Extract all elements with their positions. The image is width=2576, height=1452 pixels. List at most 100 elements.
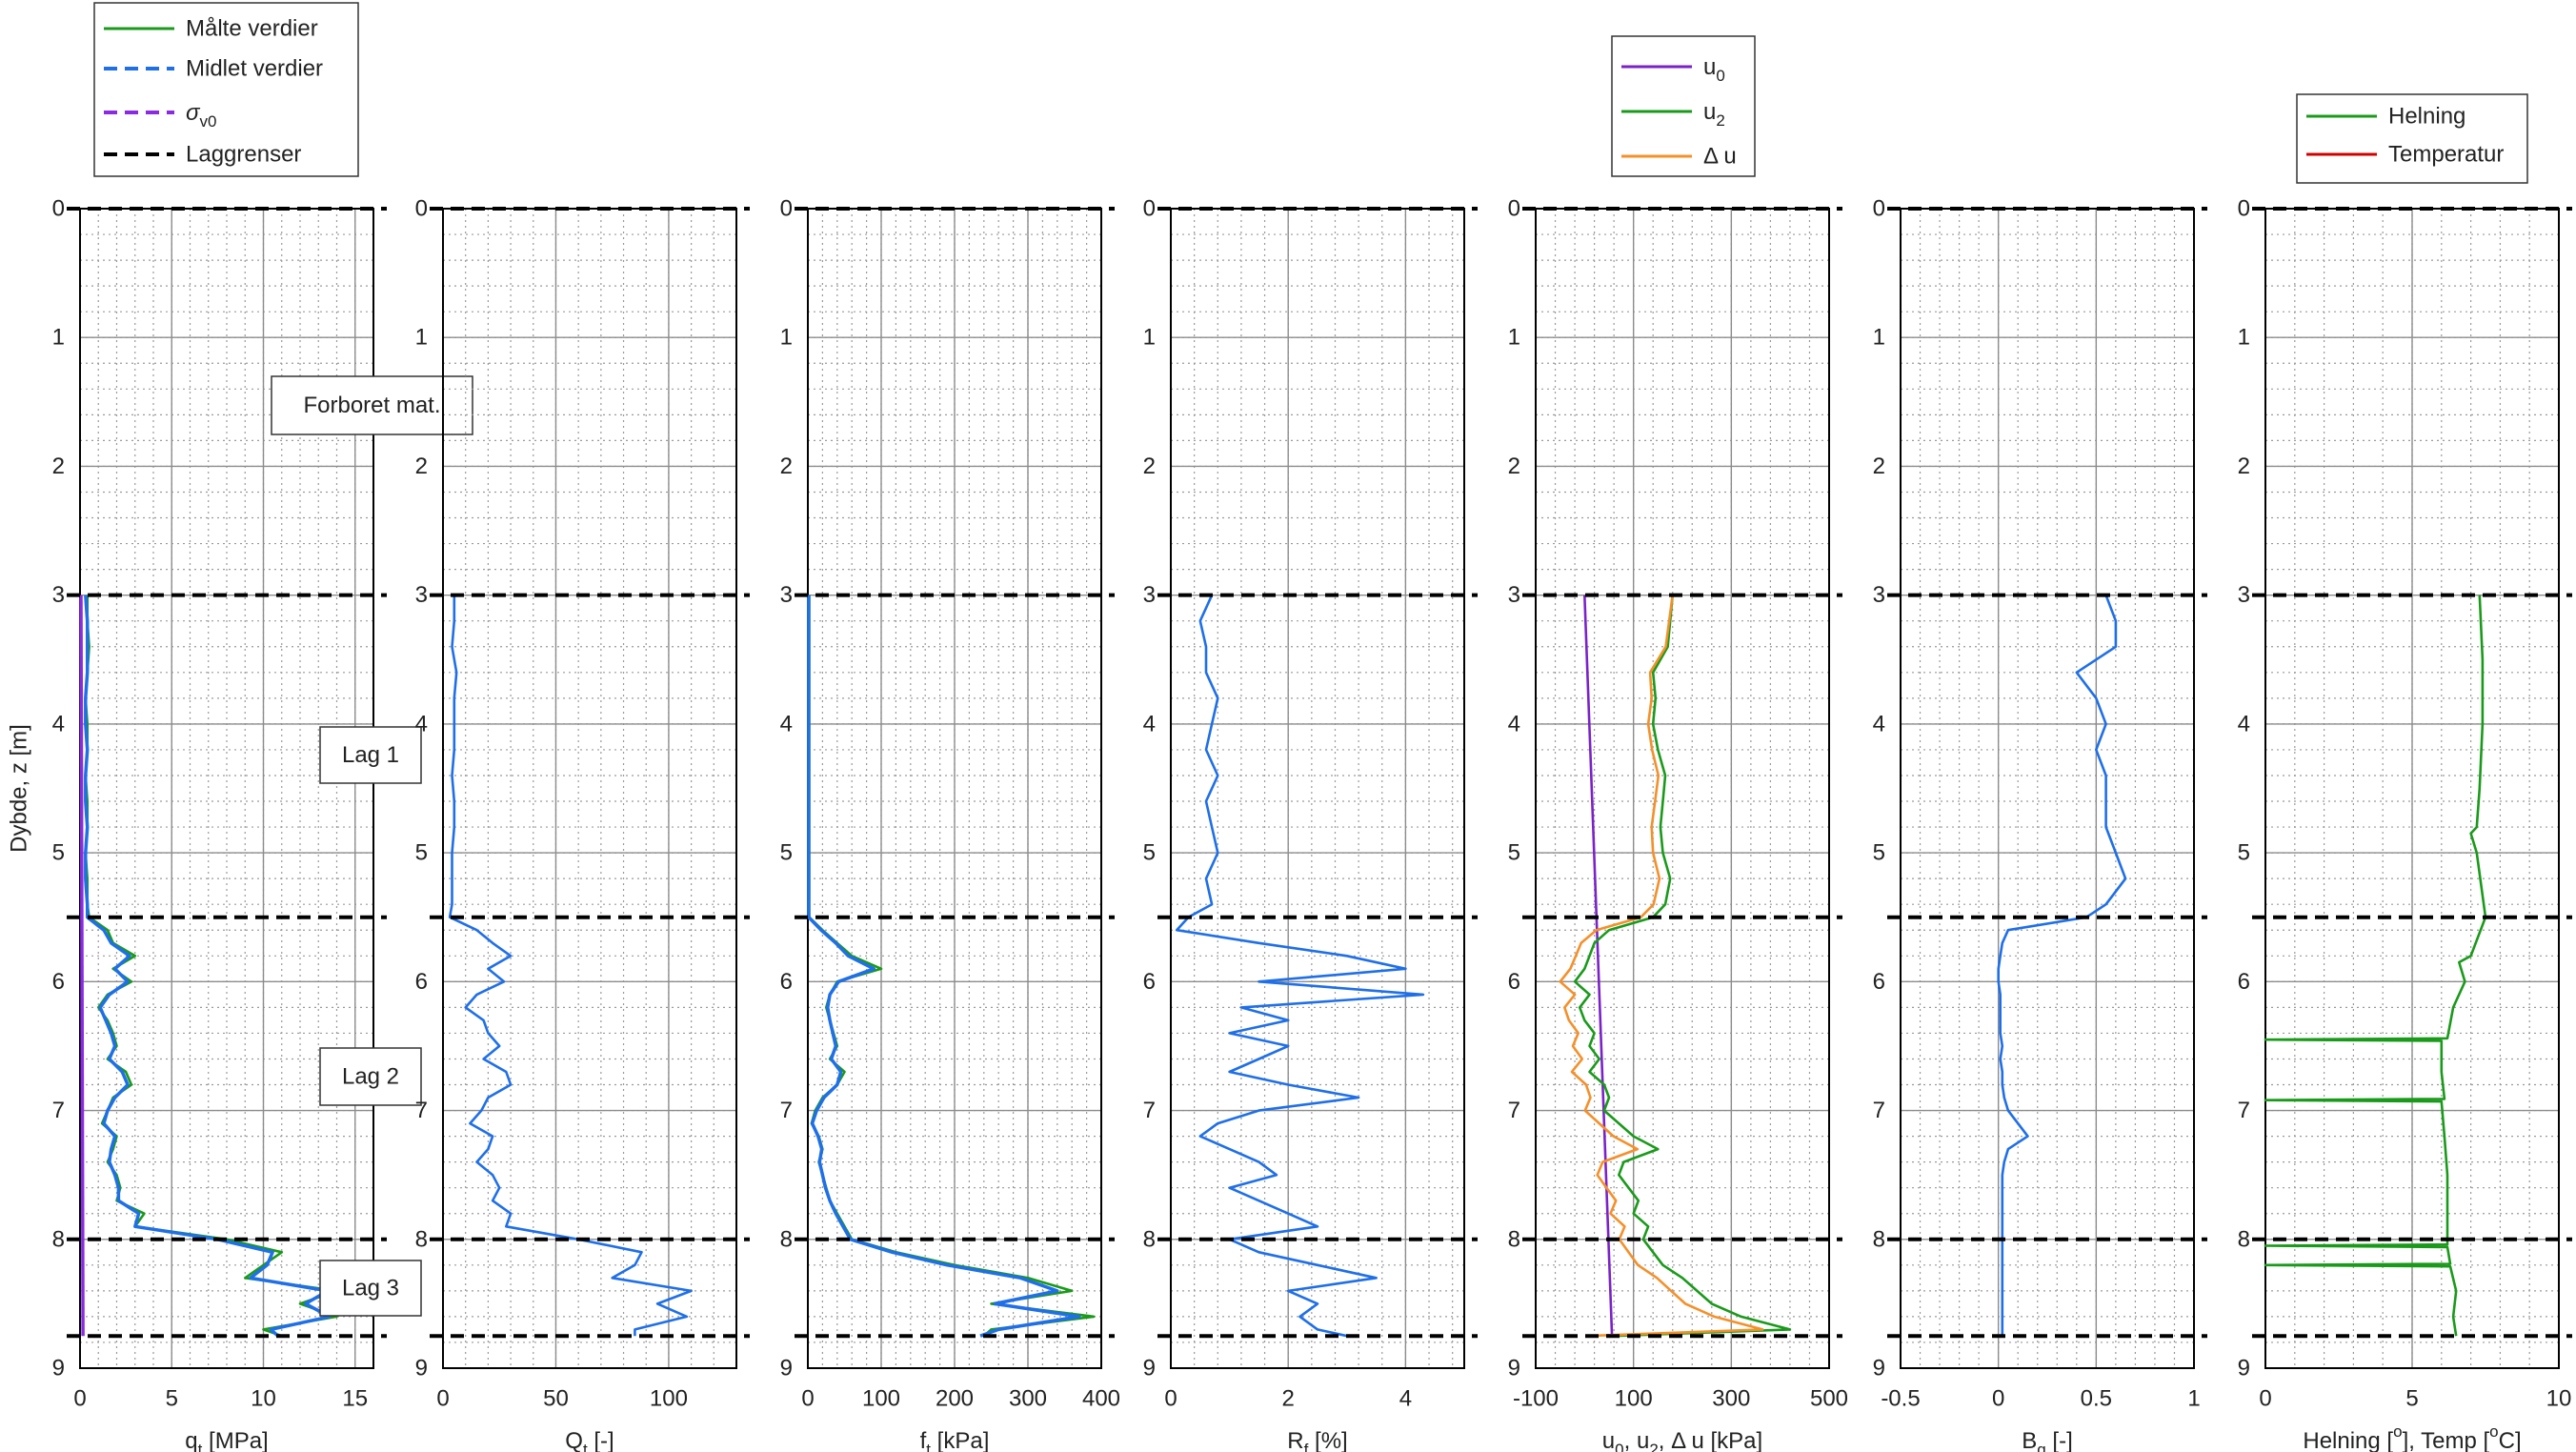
y-tick-label: 6 bbox=[2238, 969, 2250, 995]
y-tick-label: 4 bbox=[415, 711, 428, 736]
data-line bbox=[807, 595, 1081, 1338]
annotation: Lag 1 bbox=[342, 742, 399, 768]
data-line bbox=[84, 595, 332, 1338]
legend-label-sub: 2 bbox=[1716, 111, 1724, 130]
legend-label: σv0 bbox=[186, 100, 216, 131]
y-tick-label: 3 bbox=[2238, 582, 2250, 608]
x-axis-label: Rf [%] bbox=[1287, 1428, 1347, 1452]
x-axis-label-part: ], Temp [ bbox=[2403, 1428, 2490, 1452]
y-tick-label: 1 bbox=[780, 325, 793, 351]
y-tick-label: 2 bbox=[415, 454, 428, 479]
y-tick-label: 0 bbox=[1143, 196, 1156, 222]
y-tick-label: 0 bbox=[415, 196, 428, 222]
annotation: Lag 3 bbox=[342, 1276, 399, 1301]
x-axis-label-part: , u bbox=[1624, 1428, 1650, 1452]
x-tick-label: 50 bbox=[543, 1386, 569, 1412]
y-tick-label: 0 bbox=[780, 196, 793, 222]
y-tick-label: 8 bbox=[52, 1226, 65, 1252]
x-axis-label-sub: 0 bbox=[1615, 1441, 1623, 1452]
x-tick-label: 0 bbox=[801, 1386, 814, 1412]
y-tick-label: 0 bbox=[2238, 196, 2250, 222]
y-tick-label: 1 bbox=[2238, 325, 2250, 351]
x-axis-label-part: R bbox=[1287, 1428, 1303, 1452]
legend-label: Laggrenser bbox=[186, 142, 301, 168]
y-tick-label: 7 bbox=[52, 1098, 65, 1123]
x-tick-label: 4 bbox=[1399, 1386, 1412, 1412]
y-tick-label: 8 bbox=[415, 1226, 428, 1252]
y-tick-label: 6 bbox=[780, 969, 793, 995]
x-axis-label-part: Helning [ bbox=[2303, 1428, 2393, 1452]
legend-label: Temperatur bbox=[2388, 142, 2504, 168]
x-tick-label: 100 bbox=[862, 1386, 900, 1412]
x-tick-label: 400 bbox=[1082, 1386, 1120, 1412]
x-axis-label-sub: t bbox=[926, 1441, 931, 1452]
y-tick-label: 2 bbox=[780, 454, 793, 479]
x-tick-label: 300 bbox=[1712, 1386, 1750, 1412]
y-tick-label: 1 bbox=[415, 325, 428, 351]
x-tick-label: 10 bbox=[2546, 1386, 2572, 1412]
x-tick-label: 0 bbox=[73, 1386, 86, 1412]
x-axis-label-part: Q bbox=[565, 1428, 583, 1452]
x-axis-label-part: [-] bbox=[2046, 1428, 2073, 1452]
annotation-box bbox=[319, 1047, 422, 1106]
y-tick-label: 7 bbox=[1143, 1098, 1156, 1123]
y-tick-label: 2 bbox=[1508, 454, 1520, 479]
legend-label: Helning bbox=[2388, 104, 2465, 130]
legend-label-part: σ bbox=[186, 100, 201, 126]
y-tick-label: 8 bbox=[2238, 1226, 2250, 1252]
y-tick-label: 9 bbox=[1143, 1356, 1156, 1381]
data-line bbox=[1583, 595, 1614, 1337]
annotation: Forboret mat. bbox=[303, 393, 440, 418]
x-axis-label-part: f bbox=[920, 1428, 927, 1452]
legend-box bbox=[93, 2, 359, 177]
y-tick-label: 0 bbox=[1873, 196, 1885, 222]
y-tick-label: 7 bbox=[1508, 1098, 1520, 1123]
y-tick-label: 0 bbox=[1508, 196, 1520, 222]
y-tick-label: 9 bbox=[1508, 1356, 1520, 1381]
legend-box bbox=[2296, 93, 2528, 184]
data-line bbox=[1175, 595, 1425, 1338]
y-tick-label: 6 bbox=[1508, 969, 1520, 995]
y-tick-label: 2 bbox=[2238, 454, 2250, 479]
legend-label: Midlet verdier bbox=[186, 56, 323, 82]
x-axis-label-sub: q bbox=[2037, 1441, 2045, 1452]
y-tick-label: 5 bbox=[1508, 840, 1520, 866]
y-tick-label: 3 bbox=[52, 582, 65, 608]
x-axis-label-part: u bbox=[1602, 1428, 1615, 1452]
x-tick-label: 0.5 bbox=[2081, 1386, 2112, 1412]
y-tick-label: 4 bbox=[1873, 711, 1885, 736]
y-tick-label: 3 bbox=[1508, 582, 1520, 608]
y-tick-label: 1 bbox=[52, 325, 65, 351]
x-tick-label: 100 bbox=[1615, 1386, 1653, 1412]
y-tick-label: 9 bbox=[415, 1356, 428, 1381]
y-tick-label: 5 bbox=[1873, 840, 1885, 866]
y-tick-label: 5 bbox=[780, 840, 793, 866]
y-tick-label: 4 bbox=[2238, 711, 2250, 736]
y-tick-label: 4 bbox=[1143, 711, 1156, 736]
legend-label-part: u bbox=[1703, 99, 1716, 125]
x-tick-label: 100 bbox=[650, 1386, 688, 1412]
y-tick-label: 5 bbox=[52, 840, 65, 866]
x-axis-label-sub: f bbox=[1304, 1441, 1309, 1452]
x-axis-label-part: [-] bbox=[588, 1428, 614, 1452]
legend-label-sub: 0 bbox=[1716, 67, 1724, 85]
y-tick-label: 7 bbox=[415, 1098, 428, 1123]
x-axis-label-part: B bbox=[2022, 1428, 2037, 1452]
y-tick-label: 7 bbox=[780, 1098, 793, 1123]
y-tick-label: 9 bbox=[2238, 1356, 2250, 1381]
y-tick-label: 3 bbox=[780, 582, 793, 608]
annotation: Lag 2 bbox=[342, 1064, 399, 1090]
y-tick-label: 5 bbox=[415, 840, 428, 866]
x-tick-label: 1 bbox=[2187, 1386, 2200, 1412]
y-tick-label: 1 bbox=[1873, 325, 1885, 351]
y-tick-label: 9 bbox=[780, 1356, 793, 1381]
y-tick-label: 5 bbox=[1143, 840, 1156, 866]
x-tick-label: 2 bbox=[1282, 1386, 1295, 1412]
data-line bbox=[448, 595, 693, 1337]
data-line bbox=[1573, 595, 1792, 1338]
data-line bbox=[1559, 595, 1764, 1338]
y-tick-label: 2 bbox=[1143, 454, 1156, 479]
x-axis-label: u0, u2, Δ u [kPa] bbox=[1602, 1428, 1762, 1452]
